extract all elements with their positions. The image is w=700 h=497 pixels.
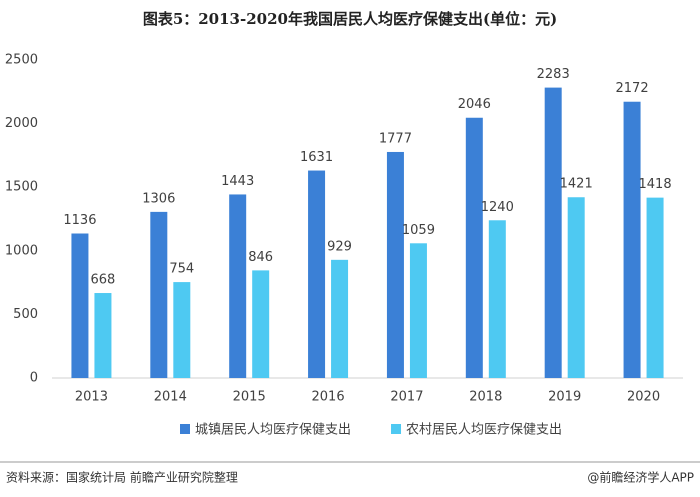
y-tick-label: 0 <box>30 371 38 386</box>
x-tick-label: 2013 <box>75 390 108 405</box>
x-tick-label: 2014 <box>154 390 187 405</box>
bar <box>465 117 483 378</box>
legend-label: 城镇居民人均医疗保健支出 <box>195 423 351 438</box>
x-tick-label: 2018 <box>469 390 502 405</box>
value-label: 1421 <box>560 177 593 192</box>
value-label: 1240 <box>481 200 514 215</box>
bar <box>488 220 506 378</box>
value-label: 1443 <box>221 174 254 189</box>
bar <box>252 270 270 378</box>
bar <box>331 259 349 378</box>
y-tick-label: 2500 <box>5 53 38 68</box>
legend-label: 农村居民人均医疗保健支出 <box>406 423 562 438</box>
value-label: 929 <box>327 239 352 254</box>
bar <box>623 101 641 378</box>
y-tick-label: 500 <box>13 307 38 322</box>
value-label: 2172 <box>616 81 649 96</box>
value-label: 2046 <box>458 97 491 112</box>
bar <box>409 243 427 378</box>
bar <box>567 197 585 378</box>
bar <box>71 233 89 378</box>
value-label: 754 <box>169 262 194 277</box>
bar <box>646 197 664 378</box>
chart-title: 图表5：2013-2020年我国居民人均医疗保健支出(单位：元) <box>143 10 557 28</box>
bar <box>544 87 562 378</box>
bar <box>386 151 404 378</box>
bar <box>229 194 247 378</box>
x-tick-label: 2019 <box>548 390 581 405</box>
x-tick-label: 2017 <box>390 390 423 405</box>
value-label: 2283 <box>537 67 570 82</box>
x-tick-label: 2016 <box>312 390 345 405</box>
bar <box>173 282 191 378</box>
value-label: 1059 <box>402 223 435 238</box>
credit: @前瞻经济学人APP <box>587 470 694 485</box>
x-tick-label: 2015 <box>233 390 266 405</box>
value-label: 1631 <box>300 150 333 165</box>
value-label: 1306 <box>142 191 175 206</box>
bar <box>94 293 112 378</box>
y-tick-label: 1000 <box>5 243 38 258</box>
source: 资料来源：国家统计局 前瞻产业研究院整理 <box>6 470 238 485</box>
y-tick-label: 2000 <box>5 116 38 131</box>
bar <box>150 211 168 378</box>
bar <box>308 170 326 378</box>
x-tick-label: 2020 <box>627 390 660 405</box>
value-label: 1418 <box>639 177 672 192</box>
value-label: 846 <box>248 250 273 265</box>
value-label: 668 <box>91 273 116 288</box>
y-tick-label: 1500 <box>5 180 38 195</box>
legend-swatch <box>180 424 190 434</box>
value-label: 1777 <box>379 131 412 146</box>
value-label: 1136 <box>63 213 96 228</box>
legend-swatch <box>391 424 402 434</box>
